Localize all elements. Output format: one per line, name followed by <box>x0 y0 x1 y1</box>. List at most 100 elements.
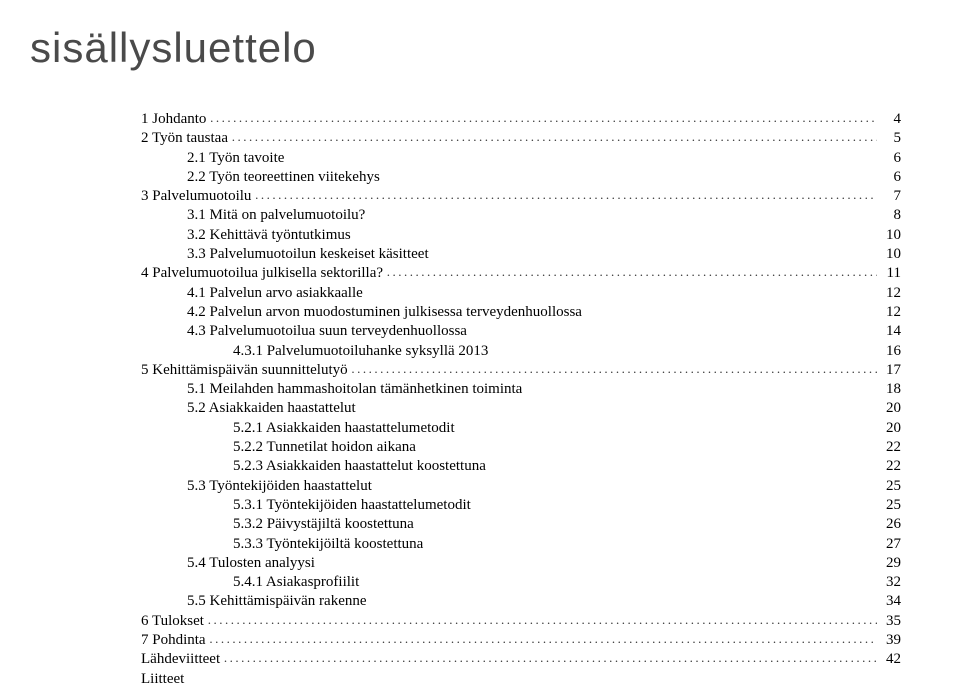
toc-row: 5.2.2 Tunnetilat hoidon aikana 22 <box>141 440 901 459</box>
toc-row: 5.3 Työntekijöiden haastattelut 25 <box>141 479 901 498</box>
toc-row: 5 Kehittämispäivän suunnittelutyö 17 <box>141 363 901 382</box>
toc-row: 5.4 Tulosten analyysi 29 <box>141 556 901 575</box>
toc-row: 7 Pohdinta 39 <box>141 633 901 652</box>
toc-label: 5 Kehittämispäivän suunnittelutyö <box>141 363 348 378</box>
toc-dot-leader <box>210 111 877 124</box>
toc-label: 3.1 Mitä on palvelumuotoilu? <box>187 208 365 223</box>
toc-label: 3.3 Palvelumuotoilun keskeiset käsitteet <box>187 247 429 262</box>
toc-label: 5.2.2 Tunnetilat hoidon aikana <box>233 440 416 455</box>
toc-page-number: 22 <box>877 440 901 455</box>
toc-page-number: 6 <box>877 151 901 166</box>
toc-label: 7 Pohdinta <box>141 633 206 648</box>
toc-page-number: 29 <box>877 556 901 571</box>
toc-row: Liitteet <box>141 672 901 691</box>
toc-row: 5.3.3 Työntekijöiltä koostettuna 27 <box>141 537 901 556</box>
toc-row: 6 Tulokset 35 <box>141 614 901 633</box>
toc-page-number: 20 <box>877 421 901 436</box>
table-of-contents: 1 Johdanto 42 Työn taustaa 52.1 Työn tav… <box>141 112 901 691</box>
toc-row: Lähdeviitteet 42 <box>141 652 901 671</box>
toc-page-number: 20 <box>877 401 901 416</box>
toc-label: 1 Johdanto <box>141 112 206 127</box>
toc-label: 2 Työn taustaa <box>141 131 228 146</box>
toc-page-number: 14 <box>877 324 901 339</box>
toc-row: 2.2 Työn teoreettinen viitekehys 6 <box>141 170 901 189</box>
document-page: sisällysluettelo 1 Johdanto 42 Työn taus… <box>0 0 960 699</box>
toc-page-number: 25 <box>877 498 901 513</box>
toc-dot-leader <box>209 632 877 645</box>
toc-page-number: 12 <box>877 286 901 301</box>
toc-row: 3 Palvelumuotoilu 7 <box>141 189 901 208</box>
toc-page-number: 12 <box>877 305 901 320</box>
toc-row: 5.3.1 Työntekijöiden haastattelumetodit 2… <box>141 498 901 517</box>
toc-label: 5.1 Meilahden hammashoitolan tämänhetkin… <box>187 382 522 397</box>
toc-label: Liitteet <box>141 672 184 687</box>
toc-label: 5.3.3 Työntekijöiltä koostettuna <box>233 537 423 552</box>
toc-page-number: 26 <box>877 517 901 532</box>
toc-row: 5.4.1 Asiakasprofiilit 32 <box>141 575 901 594</box>
toc-dot-leader <box>208 613 877 626</box>
toc-label: 5.3.1 Työntekijöiden haastattelumetodit <box>233 498 471 513</box>
toc-row: 5.2.3 Asiakkaiden haastattelut koostettu… <box>141 459 901 478</box>
toc-label: 5.4.1 Asiakasprofiilit <box>233 575 359 590</box>
toc-page-number: 35 <box>877 614 901 629</box>
toc-label: 5.2.1 Asiakkaiden haastattelumetodit <box>233 421 455 436</box>
toc-dot-leader <box>351 362 877 375</box>
toc-page-number: 11 <box>877 266 901 281</box>
toc-label: 2.1 Työn tavoite <box>187 151 284 166</box>
toc-page-number: 39 <box>877 633 901 648</box>
toc-row: 2 Työn taustaa 5 <box>141 131 901 150</box>
toc-page-number: 16 <box>877 344 901 359</box>
toc-row: 4.2 Palvelun arvon muodostuminen julkise… <box>141 305 901 324</box>
toc-row: 3.3 Palvelumuotoilun keskeiset käsitteet… <box>141 247 901 266</box>
toc-label: 2.2 Työn teoreettinen viitekehys <box>187 170 380 185</box>
toc-label: 5.5 Kehittämispäivän rakenne <box>187 594 367 609</box>
toc-row: 5.3.2 Päivystäjiltä koostettuna 26 <box>141 517 901 536</box>
toc-row: 3.2 Kehittävä työntutkimus 10 <box>141 228 901 247</box>
toc-row: 5.1 Meilahden hammashoitolan tämänhetkin… <box>141 382 901 401</box>
toc-label: 4.3 Palvelumuotoilua suun terveydenhuoll… <box>187 324 467 339</box>
toc-label: 5.2 Asiakkaiden haastattelut <box>187 401 356 416</box>
toc-dot-leader <box>255 188 877 201</box>
toc-page-number: 4 <box>877 112 901 127</box>
toc-page-number: 22 <box>877 459 901 474</box>
toc-row: 4.3 Palvelumuotoilua suun terveydenhuoll… <box>141 324 901 343</box>
toc-page-number: 6 <box>877 170 901 185</box>
toc-page-number: 17 <box>877 363 901 378</box>
toc-row: 1 Johdanto 4 <box>141 112 901 131</box>
page-title: sisällysluettelo <box>30 24 900 72</box>
toc-row: 3.1 Mitä on palvelumuotoilu? 8 <box>141 208 901 227</box>
toc-page-number: 5 <box>877 131 901 146</box>
toc-page-number: 42 <box>877 652 901 667</box>
toc-row: 5.5 Kehittämispäivän rakenne 34 <box>141 594 901 613</box>
toc-row: 5.2 Asiakkaiden haastattelut 20 <box>141 401 901 420</box>
toc-dot-leader <box>224 651 877 664</box>
toc-label: 4.3.1 Palvelumuotoiluhanke syksyllä 2013 <box>233 344 488 359</box>
toc-row: 4.3.1 Palvelumuotoiluhanke syksyllä 2013… <box>141 344 901 363</box>
toc-page-number: 27 <box>877 537 901 552</box>
toc-label: 5.3.2 Päivystäjiltä koostettuna <box>233 517 414 532</box>
toc-label: 3.2 Kehittävä työntutkimus <box>187 228 351 243</box>
toc-label: 3 Palvelumuotoilu <box>141 189 251 204</box>
toc-label: 5.4 Tulosten analyysi <box>187 556 315 571</box>
toc-page-number: 7 <box>877 189 901 204</box>
toc-row: 4 Palvelumuotoilua julkisella sektorilla… <box>141 266 901 285</box>
toc-label: 4.2 Palvelun arvon muodostuminen julkise… <box>187 305 582 320</box>
toc-page-number: 34 <box>877 594 901 609</box>
toc-page-number: 10 <box>877 228 901 243</box>
toc-label: 4.1 Palvelun arvo asiakkaalle <box>187 286 363 301</box>
toc-row: 5.2.1 Asiakkaiden haastattelumetodit 20 <box>141 421 901 440</box>
toc-label: 6 Tulokset <box>141 614 204 629</box>
toc-page-number: 10 <box>877 247 901 262</box>
toc-row: 2.1 Työn tavoite 6 <box>141 151 901 170</box>
toc-row: 4.1 Palvelun arvo asiakkaalle 12 <box>141 286 901 305</box>
toc-label: 5.2.3 Asiakkaiden haastattelut koostettu… <box>233 459 486 474</box>
toc-page-number: 32 <box>877 575 901 590</box>
toc-page-number: 25 <box>877 479 901 494</box>
toc-dot-leader <box>387 265 877 278</box>
toc-label: 5.3 Työntekijöiden haastattelut <box>187 479 372 494</box>
toc-label: 4 Palvelumuotoilua julkisella sektorilla… <box>141 266 383 281</box>
toc-label: Lähdeviitteet <box>141 652 220 667</box>
toc-dot-leader <box>232 130 877 143</box>
toc-page-number: 8 <box>877 208 901 223</box>
toc-page-number: 18 <box>877 382 901 397</box>
